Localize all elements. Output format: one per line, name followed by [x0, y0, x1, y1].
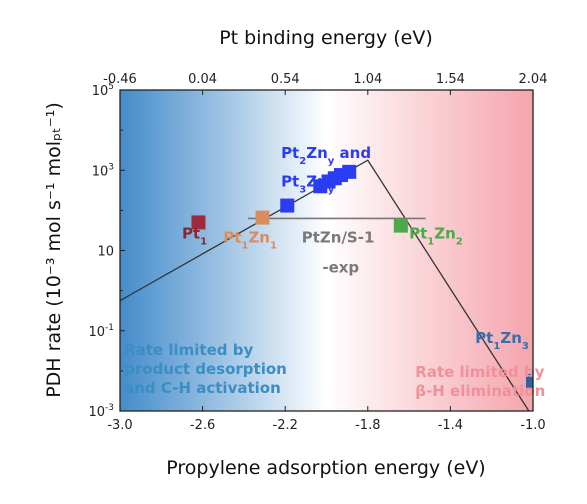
point-label-5: -exp: [322, 259, 359, 277]
point-label-3: Pt3Zny: [281, 172, 335, 195]
region-annotation-0-line-1: product desorption: [124, 360, 287, 378]
volcano-line: [120, 159, 530, 411]
x2-tick-label-1: 0.04: [188, 72, 217, 87]
data-point-4-0: [526, 373, 533, 388]
data-point-1-0: [255, 210, 270, 225]
data-point-3-0: [393, 218, 408, 233]
y-tick-label-0: 105: [92, 82, 114, 99]
data-point-2-5: [342, 164, 357, 179]
x2-tick-label-2: 0.54: [271, 72, 300, 87]
x2-tick-label-5: 2.04: [519, 72, 548, 87]
x-tick-label-3: -1.8: [355, 418, 380, 433]
x2-tick-label-0: -0.46: [103, 72, 137, 87]
point-label-2: Pt2Zny and: [281, 144, 371, 167]
region-annotation-1-line-1: β-H elimination: [415, 382, 545, 400]
x2-tick-label-4: 1.54: [436, 72, 465, 87]
region-annotation-0-line-0: Rate limited by: [124, 341, 253, 359]
y-tick-label-4: 10-3: [88, 403, 114, 420]
region-annotation-1-line-0: Rate limited by: [415, 363, 544, 381]
x-tick-label-5: -1.0: [520, 418, 545, 433]
data-point-0-0: [191, 215, 206, 230]
y-tick-label-1: 103: [92, 162, 114, 179]
y-tick-label-2: 10: [97, 245, 114, 260]
point-label-7: Pt1Zn3: [475, 329, 529, 352]
plot-background: [120, 90, 533, 411]
x-tick-label-4: -1.4: [438, 418, 463, 433]
point-label-4: PtZn/S-1: [302, 228, 375, 246]
data-point-2-0: [280, 198, 295, 213]
x2-axis-title: Pt binding energy (eV): [219, 27, 433, 49]
region-annotation-0-line-2: and C-H activation: [124, 379, 281, 397]
x-tick-label-2: -2.2: [273, 418, 298, 433]
y-axis-title: PDH rate (10⁻³ mol s⁻¹ molₚₜ⁻¹): [43, 102, 65, 398]
x-tick-label-0: -3.0: [107, 418, 132, 433]
point-label-6: Pt1Zn2: [409, 224, 463, 247]
x2-tick-label-3: 1.04: [353, 72, 382, 87]
point-label-0: Pt1: [182, 224, 207, 247]
y-tick-label-3: 10-1: [88, 323, 114, 340]
x-tick-label-1: -2.6: [190, 418, 215, 433]
x-axis-title: Propylene adsorption energy (eV): [166, 457, 485, 479]
point-label-1: Pt1Zn1: [223, 228, 277, 251]
